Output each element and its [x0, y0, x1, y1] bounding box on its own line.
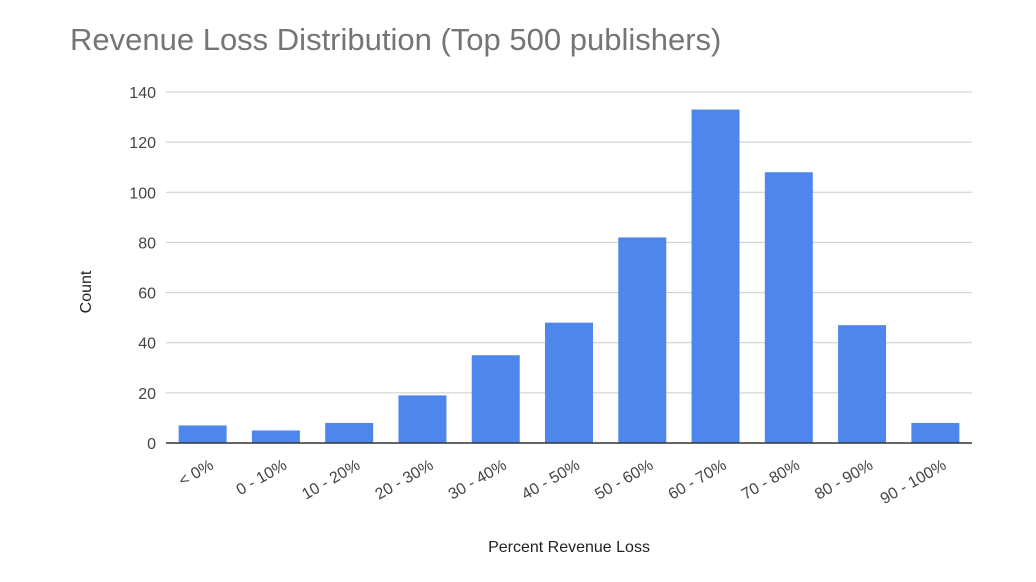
x-tick-label: 80 - 90%	[812, 457, 876, 504]
x-tick-label: 90 - 100%	[878, 457, 950, 508]
y-tick-label: 120	[129, 135, 156, 152]
bar	[178, 425, 227, 443]
x-tick-labels: < 0% 0 - 10% 10 - 20% 20 - 30% 30 - 40% 40 - …	[176, 457, 949, 508]
y-tick-label: 20	[138, 386, 156, 403]
y-tick-label: 60	[138, 286, 156, 303]
bar	[471, 355, 520, 443]
y-tick-label: 0	[147, 436, 156, 453]
x-axis-label: Percent Revenue Loss	[488, 539, 650, 556]
y-tick-label: 100	[129, 185, 156, 202]
x-tick-label: 30 - 40%	[446, 457, 510, 504]
bar	[764, 172, 813, 443]
x-tick-label: 10 - 20%	[299, 457, 363, 504]
bar	[325, 422, 374, 443]
bar	[911, 422, 960, 443]
x-tick-label: < 0%	[176, 457, 216, 490]
x-tick-label: 0 - 10%	[234, 457, 290, 499]
chart-title: Revenue Loss Distribution (Top 500 publi…	[70, 22, 722, 57]
x-tick-label: 60 - 70%	[666, 457, 730, 504]
bar	[251, 430, 300, 443]
y-tick-labels: 0 20 40 60 80 100 120 140	[129, 85, 156, 453]
bar	[545, 322, 593, 443]
x-tick-label: 20 - 30%	[372, 457, 436, 504]
x-tick-label: 50 - 60%	[592, 457, 656, 504]
x-tick-label: 70 - 80%	[739, 457, 803, 504]
y-tick-label: 140	[129, 85, 156, 102]
bar	[618, 237, 667, 443]
bar	[398, 395, 447, 443]
y-tick-label: 40	[138, 336, 156, 353]
y-axis-label: Count	[78, 270, 95, 313]
bar	[838, 325, 887, 443]
x-tick-label: 40 - 50%	[519, 457, 583, 504]
y-tick-label: 80	[138, 235, 156, 252]
bars	[178, 109, 960, 444]
bar	[691, 109, 740, 444]
